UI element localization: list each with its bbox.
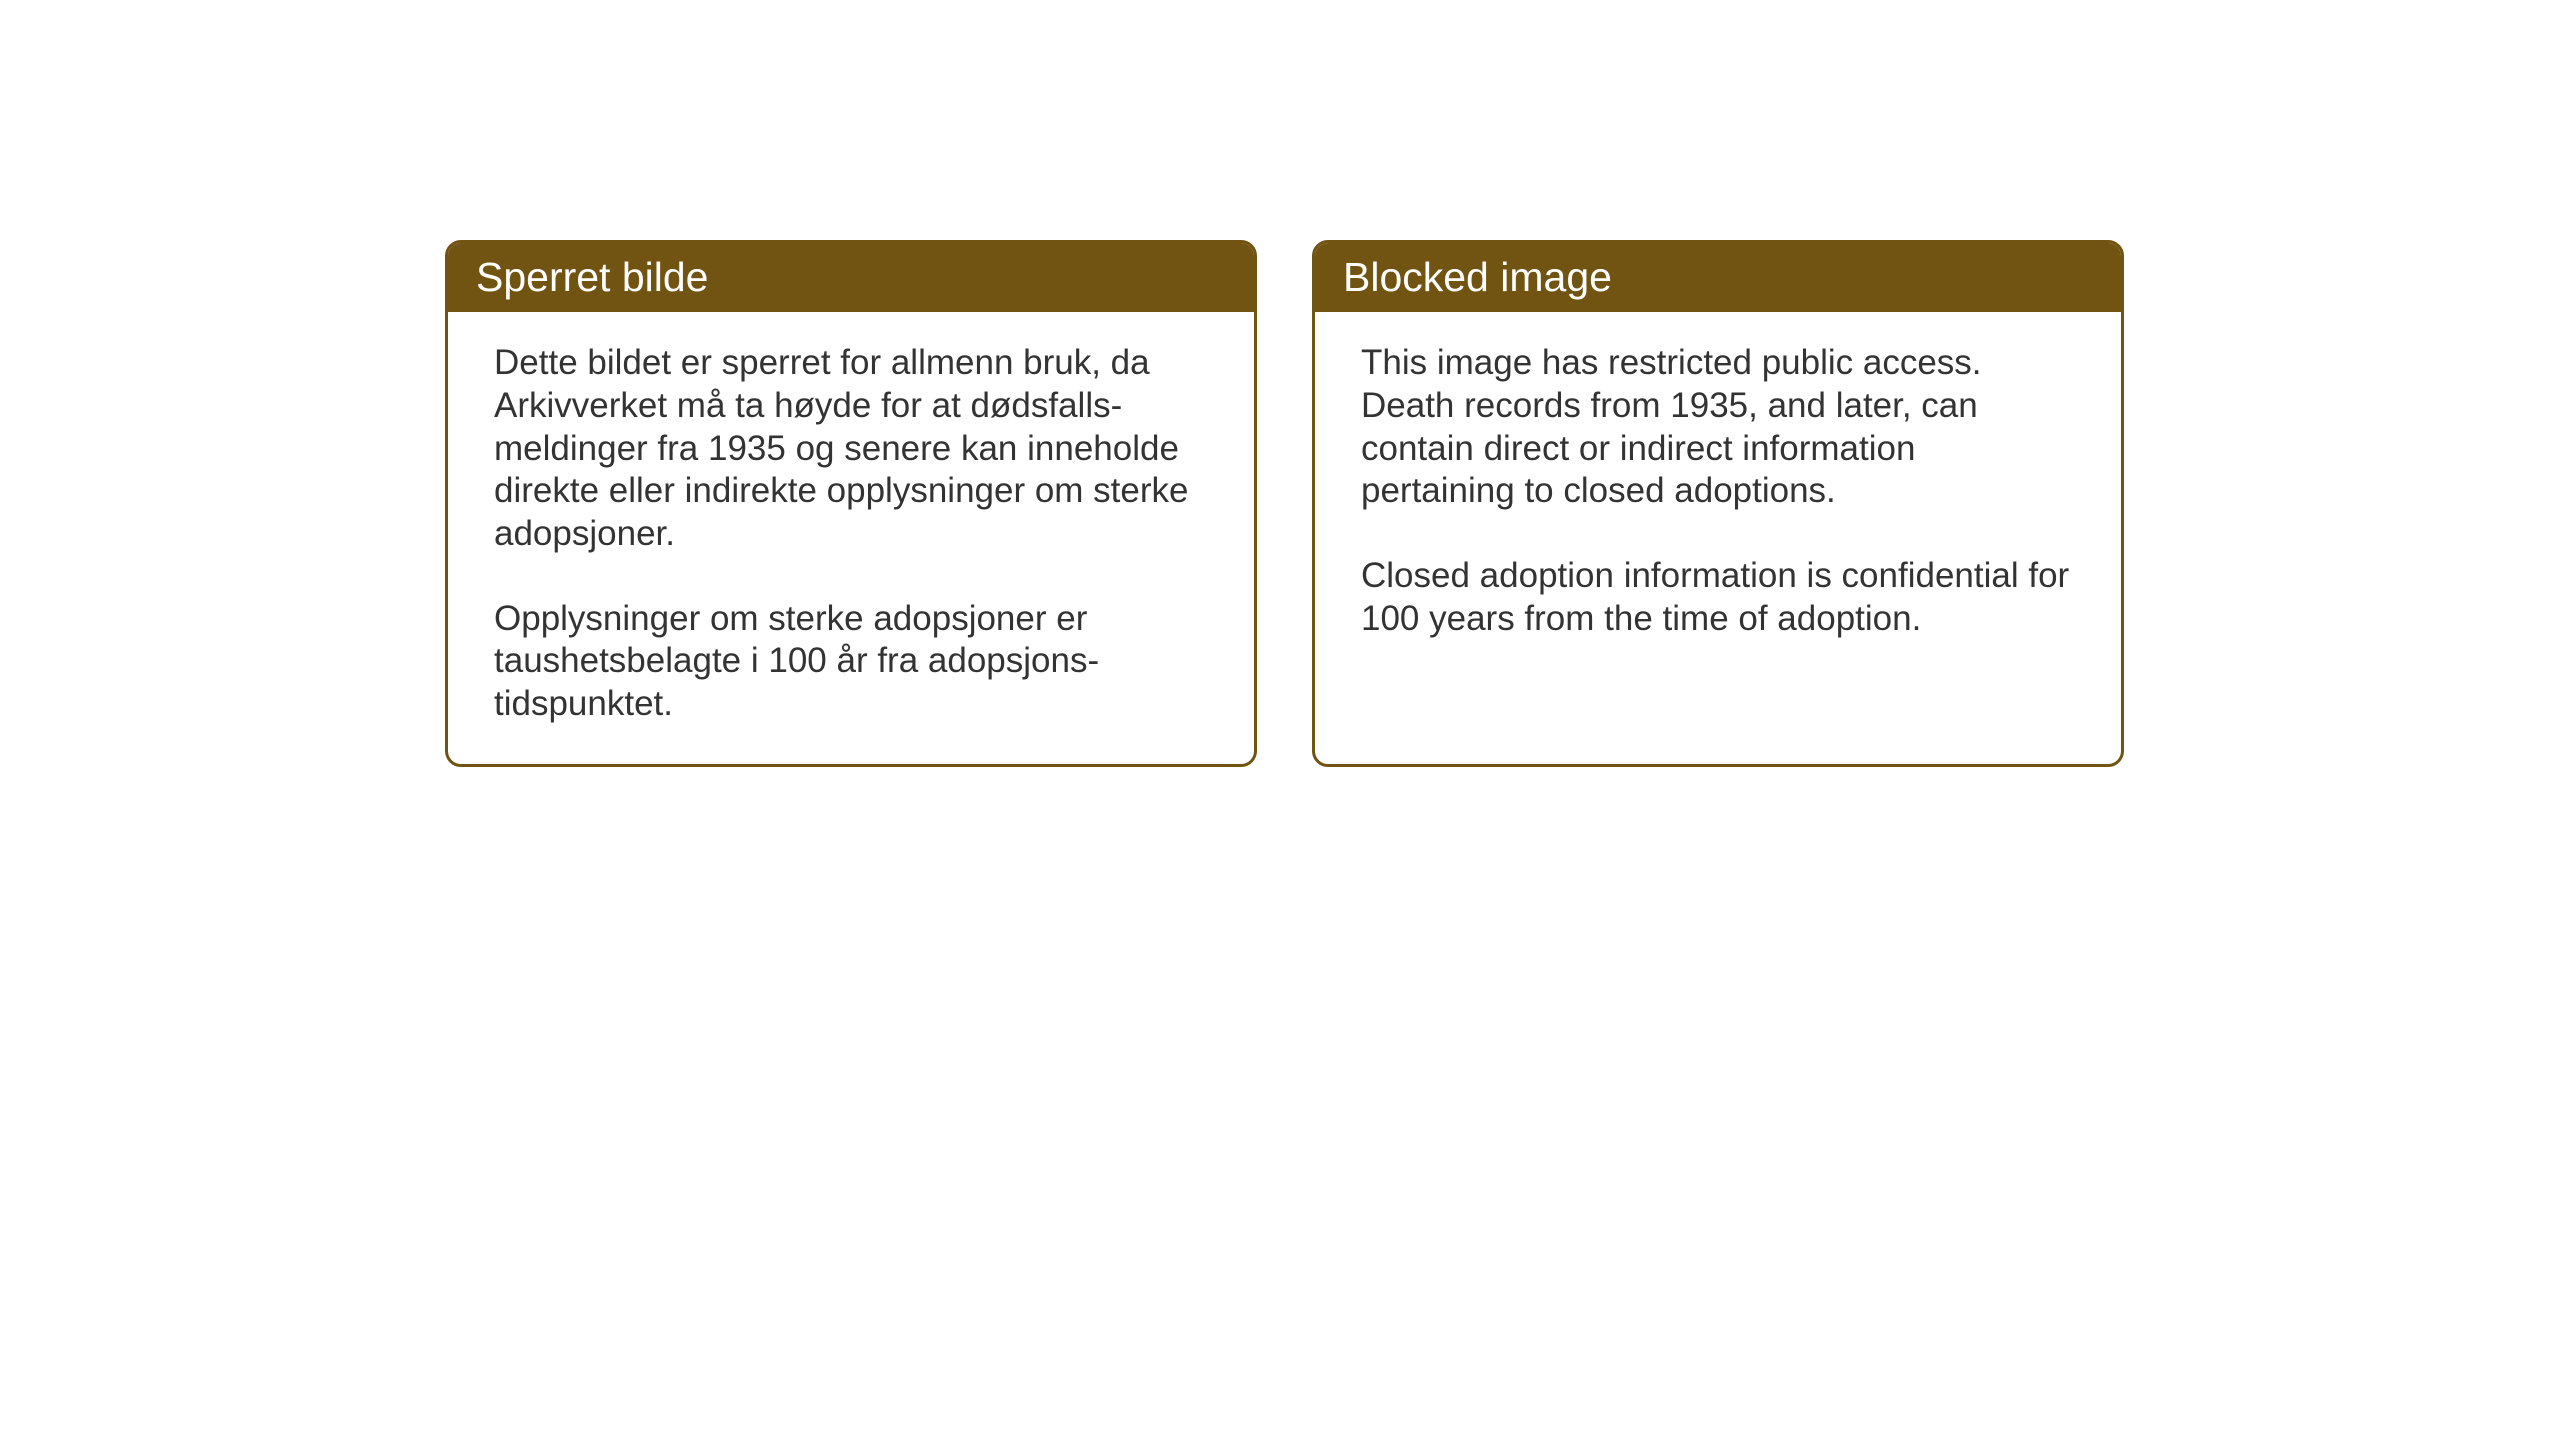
card-title: Blocked image [1343,254,1612,300]
card-paragraph: Dette bildet er sperret for allmenn bruk… [494,342,1208,555]
card-paragraph: This image has restricted public access.… [1361,342,2075,513]
card-paragraph: Opplysninger om sterke adopsjoner er tau… [494,598,1208,726]
card-title: Sperret bilde [476,254,708,300]
card-header: Sperret bilde [448,243,1254,312]
notice-card-norwegian: Sperret bilde Dette bildet er sperret fo… [445,240,1257,767]
card-header: Blocked image [1315,243,2121,312]
card-paragraph: Closed adoption information is confident… [1361,555,2075,640]
card-body: This image has restricted public access.… [1315,312,2121,678]
notice-card-english: Blocked image This image has restricted … [1312,240,2124,767]
card-body: Dette bildet er sperret for allmenn bruk… [448,312,1254,764]
cards-container: Sperret bilde Dette bildet er sperret fo… [445,240,2124,767]
